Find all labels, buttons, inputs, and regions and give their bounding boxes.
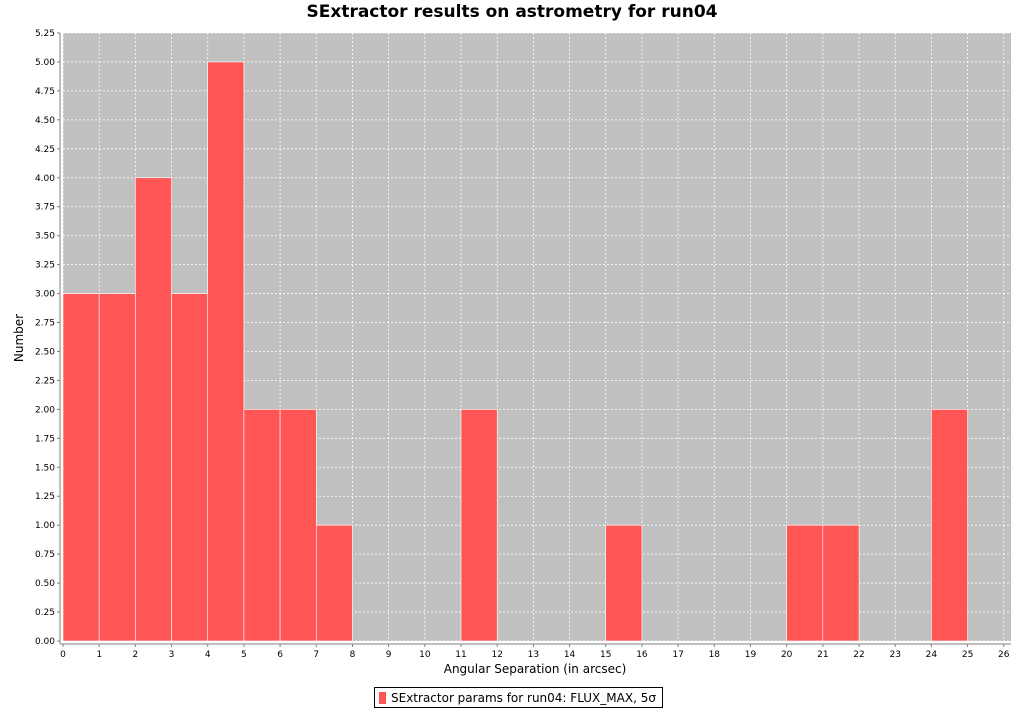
x-tick-label: 26	[998, 650, 1010, 660]
x-tick-label: 22	[853, 650, 864, 660]
y-tick-label: 4.75	[35, 87, 55, 97]
y-tick-label: 2.00	[35, 405, 55, 415]
histogram-bar	[207, 61, 245, 642]
histogram-bar	[62, 293, 100, 642]
y-tick-label: 0.75	[35, 550, 55, 560]
x-tick-label: 20	[781, 650, 793, 660]
x-axis-label: Angular Separation (in arcsec)	[443, 662, 627, 676]
x-tick-label: 17	[672, 650, 683, 660]
x-tick-label: 2	[132, 650, 138, 660]
y-tick-label: 0.25	[35, 608, 55, 618]
y-tick-label: 1.00	[35, 521, 55, 531]
x-tick-label: 12	[491, 650, 502, 660]
x-tick-label: 8	[350, 650, 356, 660]
x-tick-label: 7	[313, 650, 319, 660]
y-tick-label: 2.75	[35, 319, 55, 329]
y-tick-label: 4.25	[35, 145, 55, 155]
histogram-bar	[931, 409, 968, 642]
x-tick-label: 14	[564, 650, 576, 660]
x-tick-label: 15	[600, 650, 611, 660]
x-tick-label: 9	[386, 650, 392, 660]
y-tick-label: 2.25	[35, 376, 55, 386]
x-tick-label: 3	[169, 650, 175, 660]
histogram-bar	[315, 524, 353, 642]
x-tick-label: 13	[528, 650, 539, 660]
y-tick-label: 1.25	[35, 492, 55, 502]
legend-label: SExtractor params for run04: FLUX_MAX, 5…	[391, 690, 656, 705]
y-tick-label: 5.00	[35, 58, 55, 68]
y-tick-label: 4.50	[35, 116, 55, 126]
x-tick-label: 25	[962, 650, 973, 660]
x-tick-label: 10	[419, 650, 431, 660]
y-tick-label: 3.00	[35, 290, 55, 300]
x-tick-label: 4	[205, 650, 211, 660]
y-tick-label: 3.25	[35, 261, 55, 271]
x-tick-label: 0	[60, 650, 66, 660]
x-tick-label: 24	[926, 650, 938, 660]
chart-title: SExtractor results on astrometry for run…	[306, 2, 718, 22]
x-tick-label: 5	[241, 650, 247, 660]
histogram-bar	[786, 524, 824, 642]
histogram-bar	[605, 524, 643, 642]
y-tick-label: 1.50	[35, 463, 55, 473]
y-tick-label: 5.25	[35, 29, 55, 39]
histogram-bar	[822, 524, 860, 642]
y-tick-label: 3.50	[35, 232, 55, 242]
y-tick-label: 4.00	[35, 174, 55, 184]
y-tick-label: 3.75	[35, 203, 55, 213]
x-tick-label: 1	[96, 650, 102, 660]
x-tick-label: 23	[889, 650, 900, 660]
legend-swatch	[379, 691, 386, 704]
x-tick-label: 21	[817, 650, 828, 660]
y-tick-label: 1.75	[35, 434, 55, 444]
x-tick-label: 19	[745, 650, 757, 660]
y-tick-label: 2.50	[35, 347, 55, 357]
histogram-bar	[279, 409, 317, 642]
chart-legend: SExtractor params for run04: FLUX_MAX, 5…	[374, 687, 663, 708]
y-tick-label: 0.00	[35, 637, 55, 647]
y-tick-label: 0.50	[35, 579, 55, 589]
histogram-bar	[135, 177, 172, 642]
histogram-bar	[171, 293, 209, 642]
histogram-bar	[460, 409, 498, 642]
x-tick-label: 18	[709, 650, 721, 660]
histogram-bar	[98, 293, 136, 642]
histogram-bar	[243, 409, 281, 642]
x-tick-label: 16	[636, 650, 648, 660]
x-tick-label: 6	[277, 650, 283, 660]
x-tick-label: 11	[455, 650, 466, 660]
